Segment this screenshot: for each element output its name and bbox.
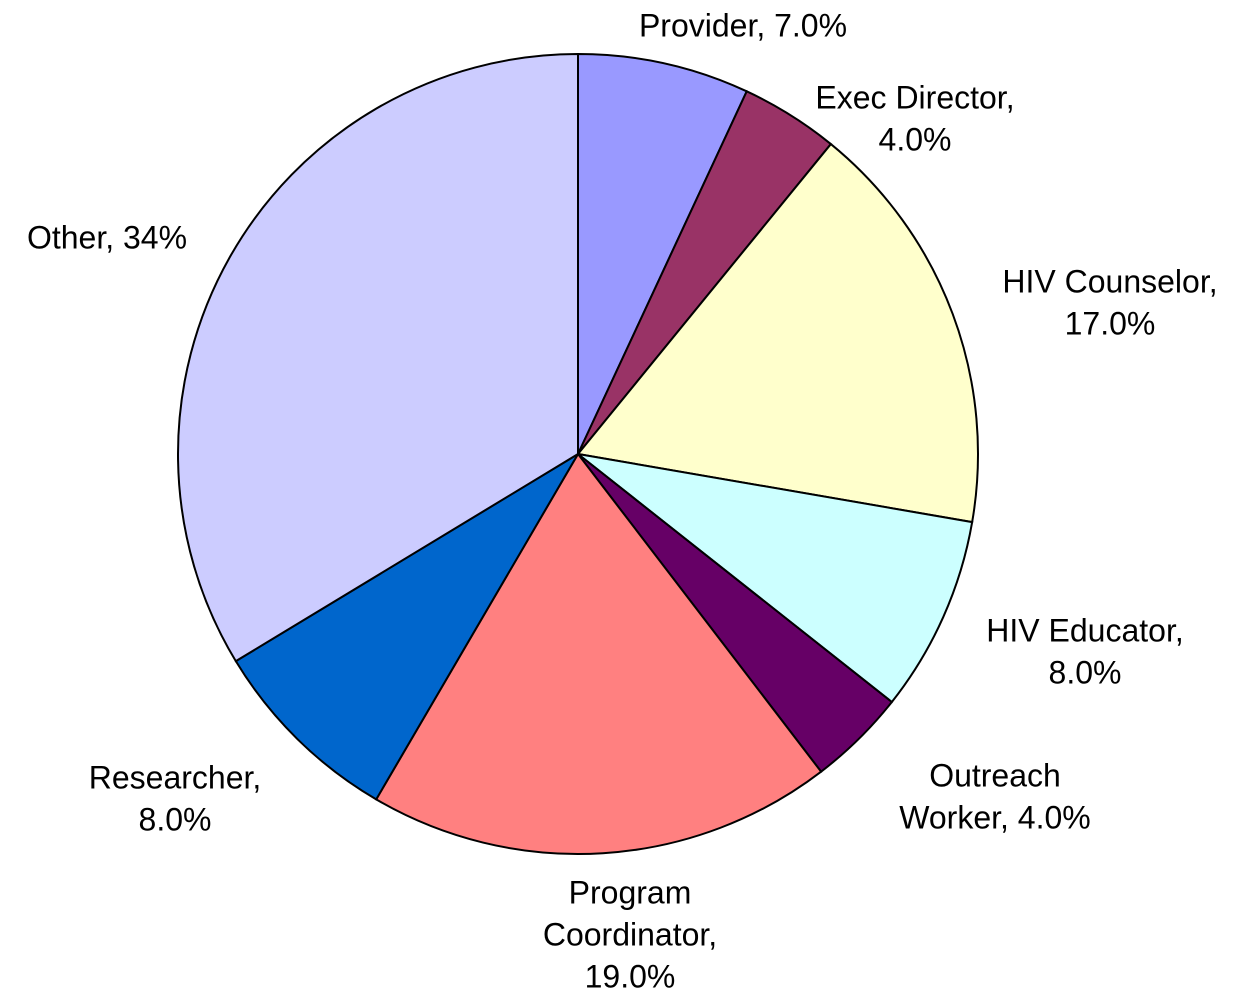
slice-label: Exec Director, [815, 79, 1014, 115]
slice-label: Outreach [929, 757, 1061, 793]
slice-label: Worker, 4.0% [899, 799, 1090, 835]
slice-label: HIV Counselor, [1002, 263, 1217, 299]
slice-label: 8.0% [1049, 654, 1122, 690]
pie-slice [577, 52, 749, 455]
slice-label: Coordinator, [543, 916, 717, 952]
slice-label: Program [569, 874, 692, 910]
pie-slice [374, 452, 823, 855]
slice-label: Researcher, [89, 759, 262, 795]
pie-slice [234, 453, 579, 801]
slice-label: 17.0% [1065, 305, 1156, 341]
slice-label: 8.0% [139, 801, 212, 837]
pie-slice [577, 453, 974, 704]
slice-label: 4.0% [879, 121, 952, 157]
slice-label: 19.0% [585, 958, 676, 994]
slice-label: HIV Educator, [986, 612, 1183, 648]
pie-slice [576, 142, 979, 524]
slice-label: Provider, 7.0% [639, 7, 847, 43]
pie-slice [177, 52, 579, 663]
slice-label: Other, 34% [27, 219, 187, 255]
